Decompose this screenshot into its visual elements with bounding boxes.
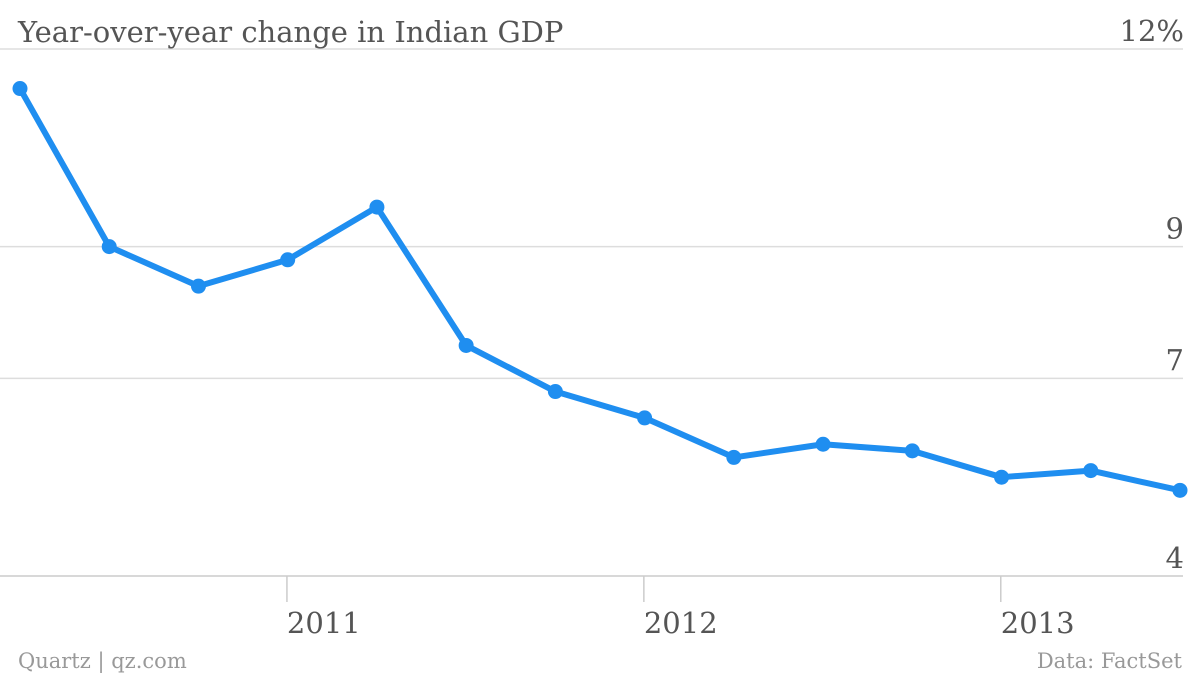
y-tick-label: 12% [1120,14,1184,48]
data-point [1083,463,1099,479]
data-point [280,252,296,268]
y-tick-label: 9 [1166,212,1184,246]
data-point [815,436,831,452]
y-tick-label: 4 [1166,541,1184,575]
data-point [190,278,206,294]
source-text: Data: FactSet [1037,649,1183,673]
series-line [17,85,1183,494]
series-layer [12,81,1188,498]
y-tick-labels: 12% 9 7 4 [1120,14,1184,575]
x-tick-label: 2013 [1001,606,1075,640]
data-point [726,449,742,465]
data-point [637,410,653,426]
data-point [1172,482,1188,498]
x-tick-label: 2012 [644,606,718,640]
credit-text: Quartz | qz.com [18,649,187,674]
data-point [369,199,385,215]
x-tick-label: 2011 [287,606,361,640]
data-point [994,469,1010,485]
chart-title: Year-over-year change in Indian GDP [17,15,563,49]
data-point [12,81,28,97]
y-tick-label: 7 [1166,343,1184,377]
grid-layer [0,48,1183,577]
data-point [458,337,474,353]
data-point [547,384,563,400]
data-point [904,443,920,459]
x-tick-labels: 2011 2012 2013 [286,576,1075,640]
data-point [101,239,117,255]
